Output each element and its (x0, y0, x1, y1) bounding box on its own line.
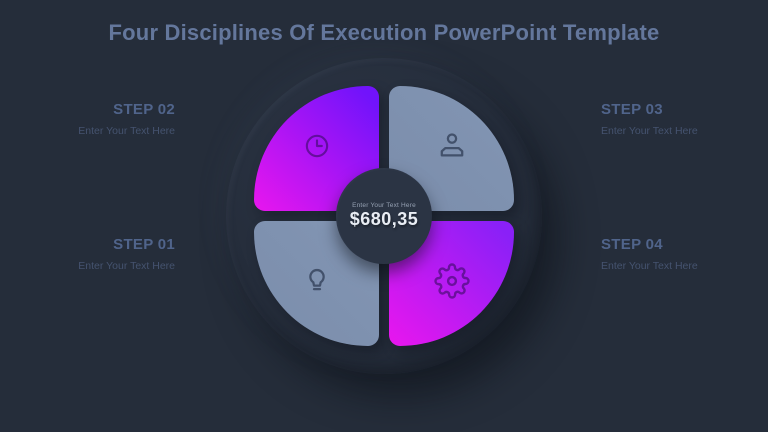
center-value: $680,35 (349, 209, 419, 229)
step-label: STEP 01 (113, 236, 175, 253)
gear-icon (433, 263, 470, 304)
clock-icon (301, 130, 333, 167)
step-label: STEP 02 (113, 101, 175, 118)
center-placeholder-text: Enter Your Text Here (352, 202, 416, 209)
lightbulb-icon (300, 264, 334, 303)
step-placeholder-text: Enter Your Text Here (601, 125, 698, 137)
step-label: STEP 03 (601, 101, 663, 118)
step-block-02: STEP 02 Enter Your Text Here (5, 101, 175, 137)
step-label: STEP 04 (601, 236, 663, 253)
step-block-04: STEP 04 Enter Your Text Here (601, 236, 768, 272)
page-title: Four Disciplines Of Execution PowerPoint… (108, 20, 660, 45)
step-block-01: STEP 01 Enter Your Text Here (5, 236, 175, 272)
step-placeholder-text: Enter Your Text Here (601, 260, 698, 272)
center-value-circle: Enter Your Text Here $680,35 (336, 168, 432, 264)
step-placeholder-text: Enter Your Text Here (78, 260, 175, 272)
step-placeholder-text: Enter Your Text Here (78, 125, 175, 137)
step-block-03: STEP 03 Enter Your Text Here (601, 101, 768, 137)
person-icon (435, 129, 469, 168)
four-quadrant-diagram: Enter Your Text Here $680,35 (254, 86, 514, 346)
